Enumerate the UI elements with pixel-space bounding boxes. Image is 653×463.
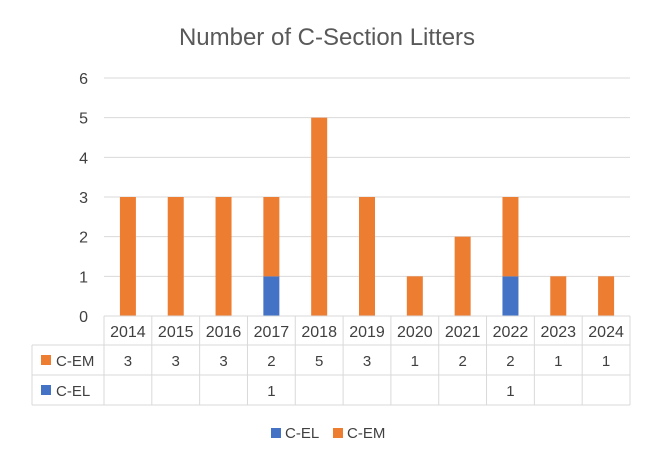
- table-value: 2: [458, 353, 466, 370]
- bar-c-em-2023: [550, 276, 567, 316]
- legend-key-c-em: [333, 428, 343, 438]
- table-value: 3: [172, 353, 180, 370]
- bar-c-em-2017: [263, 197, 280, 277]
- x-tick-label: 2015: [158, 324, 194, 341]
- x-tick-label: 2022: [493, 324, 529, 341]
- x-tick-label: 2020: [397, 324, 433, 341]
- bar-c-el-2017: [263, 276, 280, 316]
- bar-c-em-2024: [598, 276, 615, 316]
- x-tick-label: 2021: [445, 324, 481, 341]
- legend-label-c-em: C-EM: [347, 425, 385, 442]
- table-value: 1: [506, 383, 514, 400]
- bar-c-em-2014: [119, 197, 136, 316]
- legend-key-c-el: [271, 428, 281, 438]
- legend-label-c-el: C-EL: [285, 425, 319, 442]
- bars: [119, 117, 615, 317]
- y-tick-label: 5: [79, 111, 88, 128]
- x-tick-label: 2018: [301, 324, 337, 341]
- x-tick-label: 2023: [540, 324, 576, 341]
- bar-c-em-2015: [167, 197, 184, 316]
- bar-c-em-2022: [502, 197, 519, 277]
- table-legend-key: [41, 355, 51, 365]
- table-value: 2: [267, 353, 275, 370]
- y-tick-label: 2: [79, 230, 88, 247]
- table-value: 1: [602, 353, 610, 370]
- y-tick-label: 0: [79, 309, 88, 326]
- x-tick-label: 2016: [206, 324, 242, 341]
- bar-c-em-2016: [215, 197, 232, 316]
- x-tick-label: 2014: [110, 324, 146, 341]
- data-table: 2014 2015 2016 2017 2018 2019 2020 2021 2022 2023…: [31, 315, 631, 406]
- x-tick-label: 2019: [349, 324, 385, 341]
- table-series-label: C-EM: [56, 353, 94, 370]
- table-value: 3: [124, 353, 132, 370]
- table-legend-key: [41, 385, 51, 395]
- bar-c-em-2020: [406, 276, 423, 316]
- table-value: 3: [363, 353, 371, 370]
- bar-c-em-2021: [454, 236, 471, 316]
- y-tick-label: 6: [79, 71, 88, 88]
- table-value: 3: [219, 353, 227, 370]
- table-series-label: C-EL: [56, 383, 90, 400]
- y-tick-label: 1: [79, 269, 88, 286]
- bar-c-el-2022: [502, 276, 519, 316]
- legend: C-EL C-EM: [271, 425, 385, 442]
- table-value: 2: [506, 353, 514, 370]
- chart-title: Number of C-Section Litters: [179, 24, 475, 51]
- y-tick-label: 3: [79, 190, 88, 207]
- bar-c-em-2019: [359, 197, 375, 316]
- table-value: 5: [315, 353, 323, 370]
- y-tick-label: 4: [79, 150, 88, 167]
- x-tick-label: 2024: [588, 324, 624, 341]
- table-value: 1: [411, 353, 419, 370]
- table-value: 1: [554, 353, 562, 370]
- x-tick-label: 2017: [254, 324, 290, 341]
- table-value: 1: [267, 383, 275, 400]
- bar-c-em-2018: [311, 117, 328, 317]
- y-axis: 0 1 2 3 4 5 6: [79, 71, 88, 326]
